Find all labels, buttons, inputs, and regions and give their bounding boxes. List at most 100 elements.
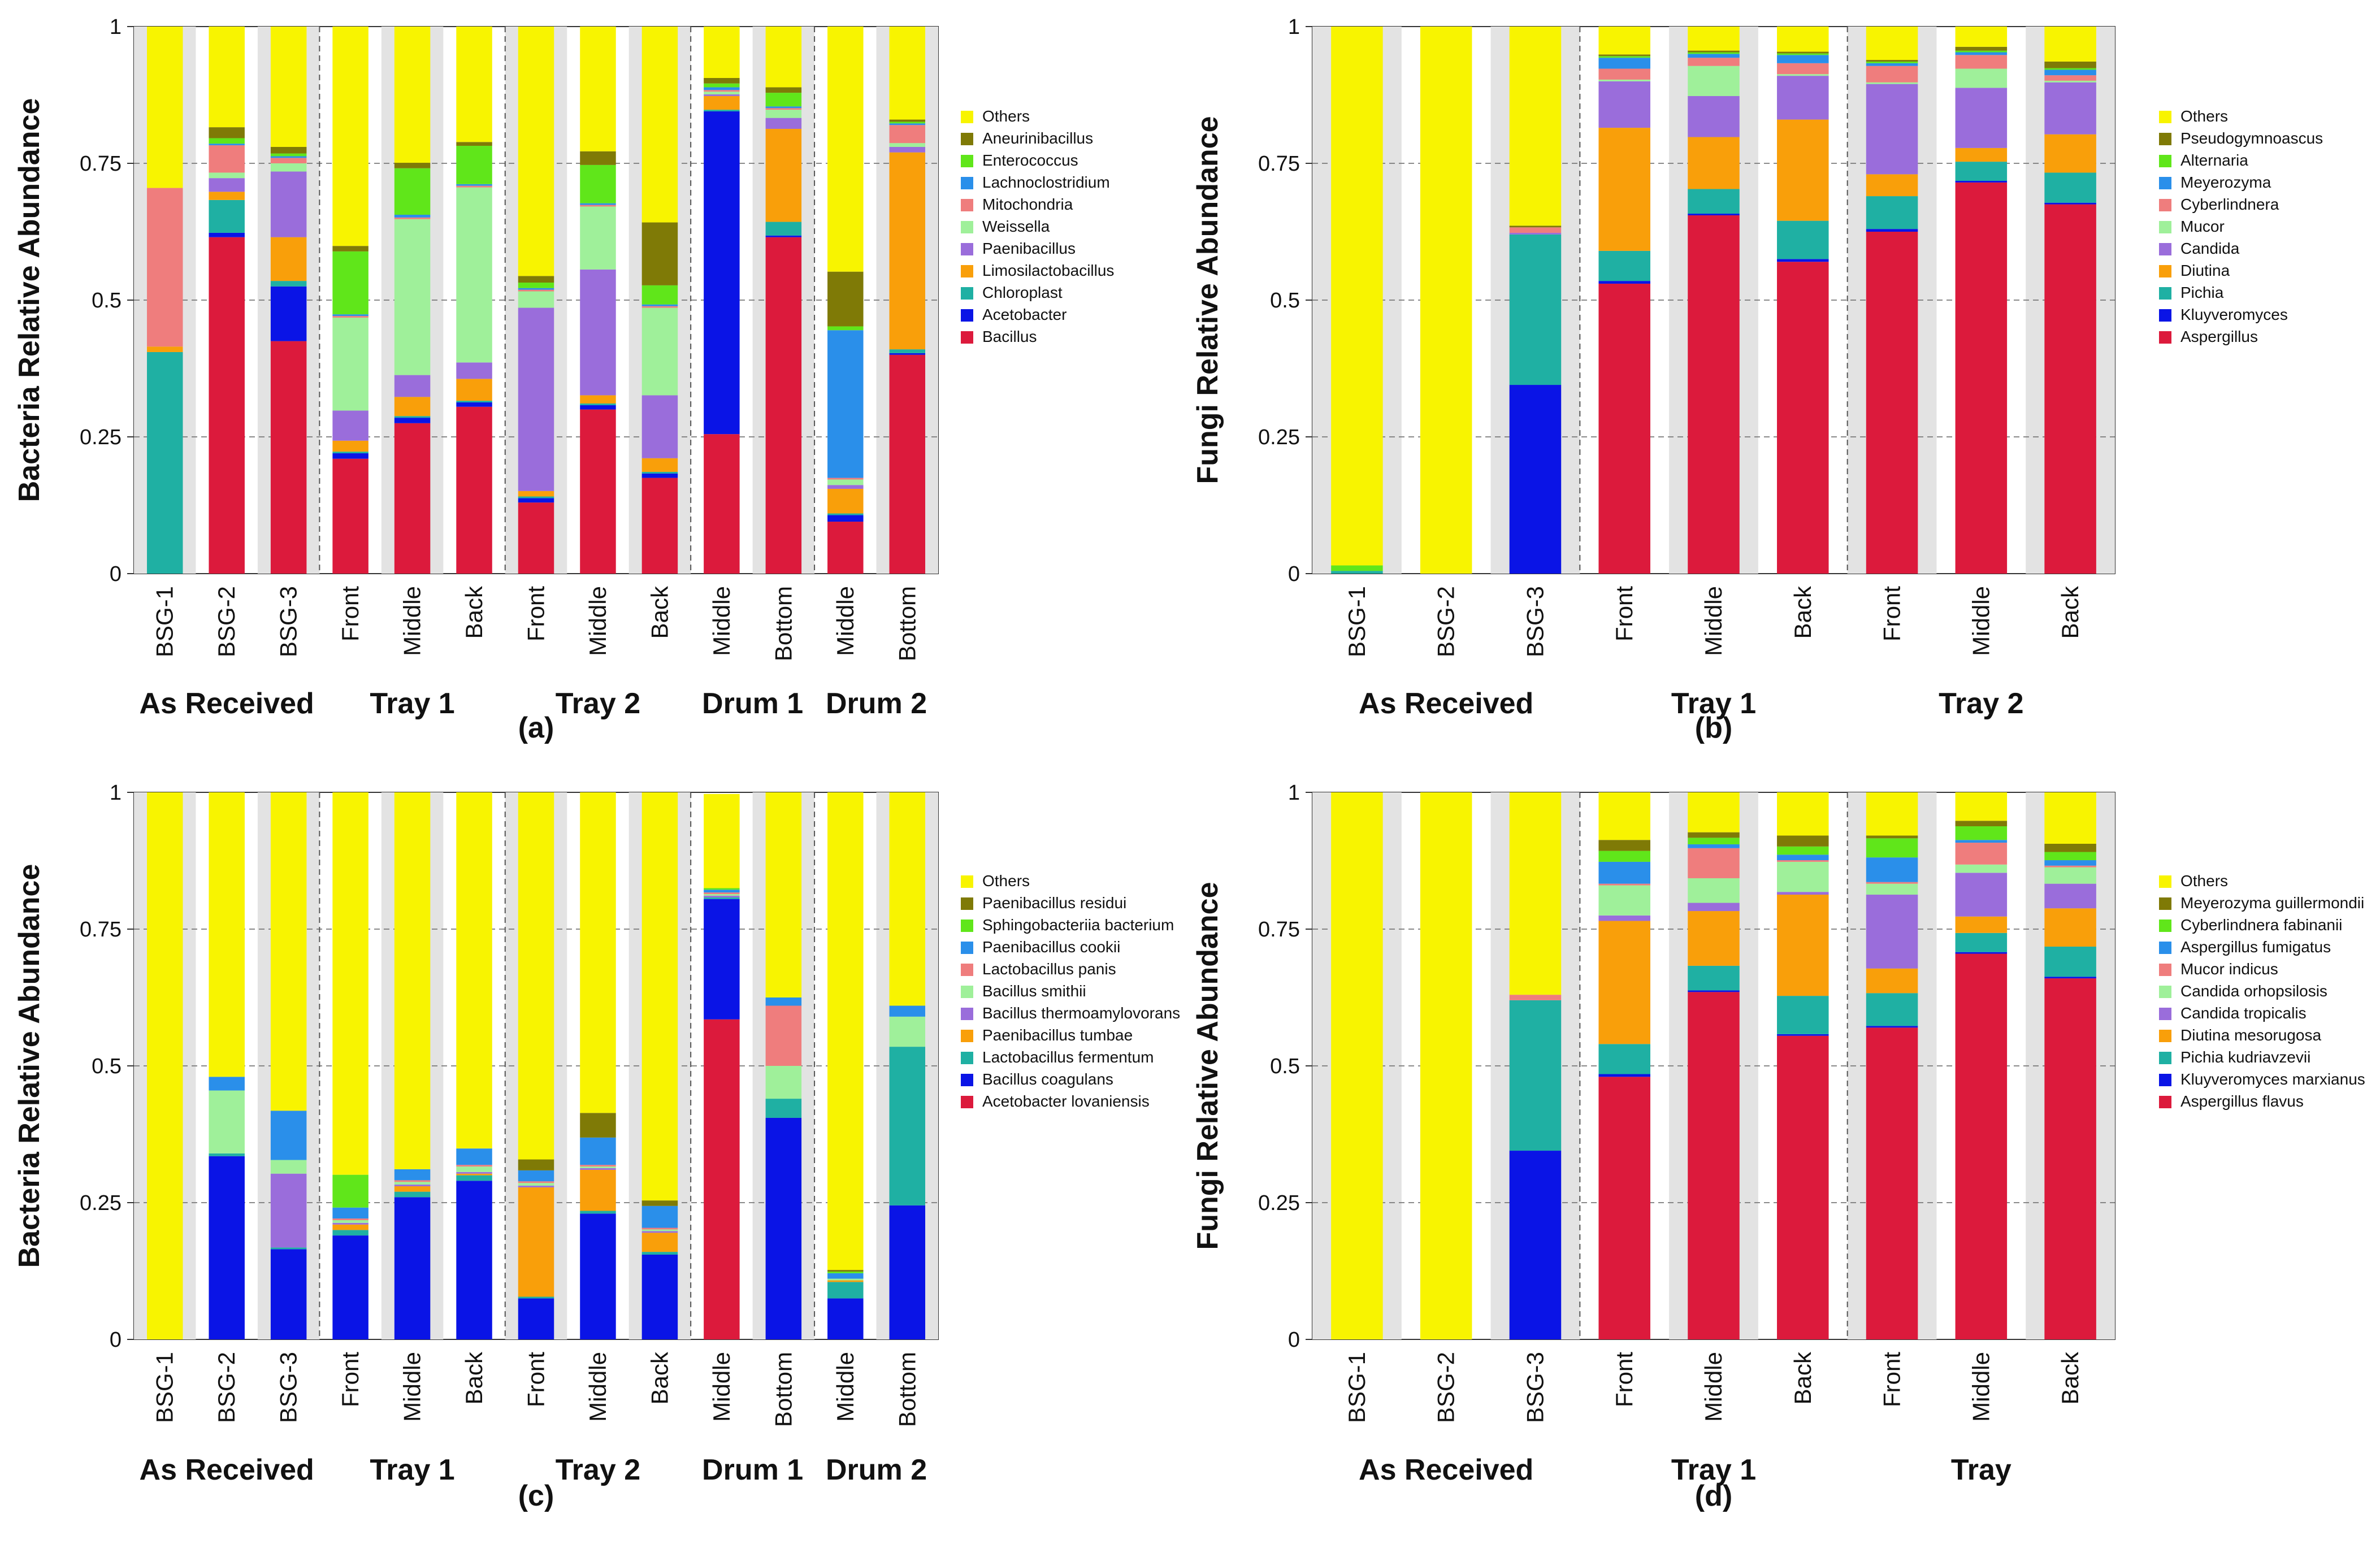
bar-segment-chloroplast	[704, 110, 740, 112]
bar-segment-meyerozyma	[1955, 52, 2008, 55]
bar-segment-sphingobacteriia-bacterium	[827, 1271, 864, 1273]
x-tick-label: Middle	[1967, 1352, 1994, 1422]
bar-segment-bacillus-smithii	[704, 894, 740, 896]
bar-segment-meyerozyma-guillermondii	[1955, 821, 2008, 827]
bar-segment-lachnoclostridium	[827, 330, 864, 478]
x-tick-label: Middle	[832, 1352, 859, 1422]
bar-segment-bacillus	[765, 237, 802, 574]
bar-segment-kluyveromyces-marxianus	[1688, 990, 1740, 992]
bar-segment-alternaria	[1777, 53, 1829, 55]
legend-swatch	[2159, 177, 2171, 189]
bar-segment-lactobacillus-panis	[394, 1180, 431, 1182]
y-axis-label: Bacteria Relative Abundance	[13, 98, 46, 502]
group-label: As Received	[1359, 1454, 1533, 1486]
x-tick-label: BSG-2	[213, 1352, 240, 1423]
bar-segment-aspergillus-flavus	[1598, 1077, 1650, 1339]
bar-segment-bacillus	[827, 522, 864, 574]
bar-segment-others	[146, 792, 183, 1339]
bar-segment-bacillus-thermoamylovorans	[456, 1172, 492, 1174]
bar-segment-aneurinibacillus	[889, 119, 926, 122]
bar-segment-mitochondria	[270, 158, 307, 163]
x-tick-label: Back	[646, 1351, 673, 1404]
bar-segment-lactobacillus-fermentum	[641, 1252, 678, 1255]
bar-segment-candida-tropicalis	[1777, 892, 1829, 895]
x-tick-label: BSG-3	[1521, 1352, 1548, 1423]
legend-label: Others	[2180, 107, 2228, 125]
bar-segment-paenibacillus	[827, 485, 864, 489]
bar-segment-candida-orhopsilosis	[1598, 885, 1650, 916]
x-tick-label: BSG-2	[1433, 1352, 1459, 1423]
bar-segment-pseudogymnoascus	[1598, 54, 1650, 57]
y-tick-label: 0	[1288, 1328, 1300, 1352]
bar-segment-limosilactobacillus	[209, 192, 245, 200]
legend-label: Mucor	[2180, 218, 2225, 235]
legend-swatch	[961, 331, 973, 344]
legend: Others Meyerozyma guillermondii Cyberlindn…	[2159, 872, 2365, 1110]
bar-segment-kluyveromyces-marxianus	[1598, 1074, 1650, 1077]
bar-segment-candida-orhopsilosis	[1866, 883, 1918, 895]
x-tick-label: Back	[646, 585, 673, 639]
x-tick-label: Middle	[584, 1352, 611, 1422]
legend-swatch	[961, 309, 973, 322]
legend-label: Others	[2180, 872, 2228, 890]
bar-segment-others	[580, 792, 616, 1113]
bar-segment-alternaria	[1866, 61, 1918, 63]
legend-swatch	[2159, 986, 2171, 998]
bar-segment-others	[209, 27, 245, 128]
bar-segment-paenibacillus-cookii	[456, 1148, 492, 1165]
bar-segment-bacillus	[889, 354, 926, 574]
bar-segment-aspergillus-fumigatus	[2044, 860, 2096, 866]
y-tick-label: 0.25	[1258, 1191, 1300, 1215]
bar-segment-cyberlindnera	[2044, 75, 2096, 81]
bar-segment-paenibacillus-tumbae	[580, 1169, 616, 1211]
bar-segment-lactobacillus-panis	[518, 1181, 554, 1183]
legend-swatch	[2159, 1052, 2171, 1064]
bar-segment-lactobacillus-fermentum	[209, 1153, 245, 1156]
legend-swatch	[2159, 287, 2171, 300]
bar-segment-others	[1509, 27, 1562, 226]
bar-segment-pseudogymnoascus	[1509, 225, 1562, 228]
legend-label: Diutina	[2180, 262, 2230, 279]
bar-segment-paenibacillus	[394, 375, 431, 397]
bar-segment-kluyveromyces-marxianus	[1955, 952, 2008, 954]
bar-segment-enterococcus	[889, 122, 926, 124]
bar-segment-kluyveromyces	[1509, 385, 1562, 574]
bar-segment-bacillus-smithii	[394, 1182, 431, 1185]
bar-segment-pichia	[1598, 250, 1650, 281]
bar-segment-bacillus	[332, 458, 369, 574]
x-tick-label: Bottom	[894, 586, 920, 661]
bar-segment-paenibacillus-tumbae	[394, 1186, 431, 1192]
bar-segment-limosilactobacillus	[889, 152, 926, 350]
bar-segment-diutina-mesorugosa	[1688, 911, 1740, 966]
bar-segment-others	[704, 793, 740, 888]
bar-segment-aneurinibacillus	[641, 222, 678, 285]
bar-segment-lachnoclostridium	[641, 304, 678, 306]
bar-segment-pseudogymnoascus	[2044, 61, 2096, 68]
bar-segment-others	[641, 792, 678, 1201]
bar-segment-weissella	[456, 187, 492, 363]
bar-segment-others	[1688, 792, 1740, 832]
bar-segment-chloroplast	[332, 452, 369, 454]
bar-segment-mucor	[1866, 82, 1918, 84]
bar-segment-alternaria	[1598, 56, 1650, 58]
legend-label: Kluyveromyces marxianus	[2180, 1070, 2365, 1088]
x-tick-label: Middle	[399, 1352, 426, 1422]
bar-segment-paenibacillus	[332, 410, 369, 441]
bar-segment-mitochondria	[394, 217, 431, 219]
bar-segment-limosilactobacillus	[332, 440, 369, 452]
legend-label: Bacillus thermoamylovorans	[982, 1004, 1180, 1022]
bar-segment-kluyveromyces-marxianus	[1866, 1026, 1918, 1028]
bar-segment-mucor	[1688, 66, 1740, 96]
y-tick-label: 0.25	[80, 1191, 122, 1215]
legend-swatch	[2159, 331, 2171, 344]
bar-segment-chloroplast	[456, 401, 492, 403]
bar-segment-sphingobacteriia-bacterium	[704, 888, 740, 890]
legend-label: Sphingobacteriia bacterium	[982, 916, 1174, 934]
bar-segment-kluyveromyces	[1777, 259, 1829, 262]
legend-label: Paenibacillus	[982, 240, 1076, 257]
legend-label: Pichia kudriavzevii	[2180, 1048, 2310, 1066]
bar-segment-chloroplast	[146, 352, 183, 574]
bar-segment-aspergillus-flavus	[1866, 1027, 1918, 1339]
legend-label: Cyberlindnera fabinanii	[2180, 916, 2342, 934]
legend-label: Others	[982, 107, 1030, 125]
